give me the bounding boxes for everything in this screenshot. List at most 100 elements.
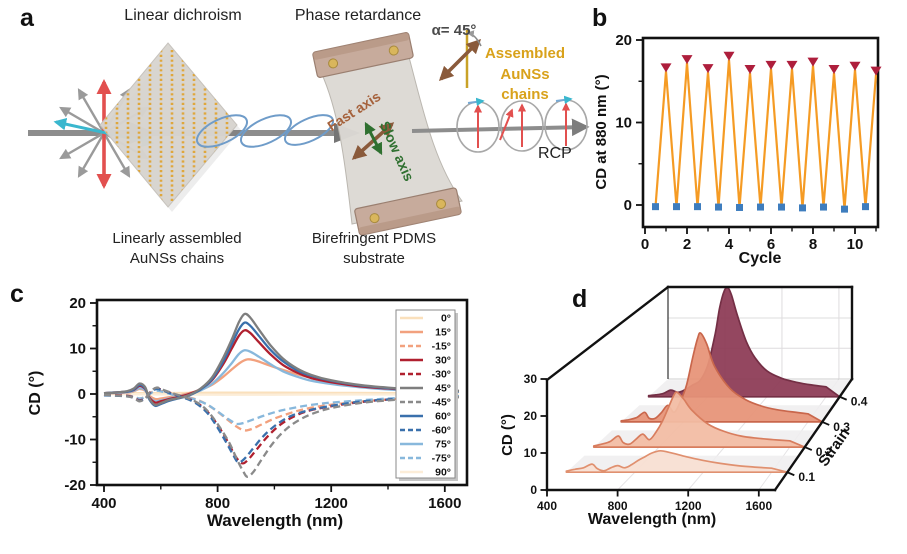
tick-label: 10 <box>615 115 632 132</box>
legend-label: 15° <box>435 327 451 339</box>
bottom-clamp <box>354 187 462 236</box>
cycle-line <box>654 59 878 210</box>
panel-c-legend: 0° 15° -15° 30° -30° 45° -45° 60° -60° 75° -75° 90° <box>395 309 458 481</box>
panel-a-diagram <box>28 30 590 236</box>
tick-label: 1600 <box>428 495 461 512</box>
released-marker <box>799 204 806 212</box>
panel-b-chart: 0 2 4 6 8 10 0 10 20 Cycle CD at 880 nm (°) <box>593 32 882 267</box>
x-axis-title: Wavelength (nm) <box>588 511 716 528</box>
ridge-strain-0.4 <box>647 286 841 398</box>
screw-icon <box>369 213 380 224</box>
y-axis-title: CD (°) <box>27 371 44 416</box>
screw-icon <box>388 45 399 56</box>
x-axis-title: Wavelength (nm) <box>207 511 343 530</box>
panel-b-plot: 0 2 4 6 8 10 0 10 20 Cycle CD at 880 nm (°) <box>593 32 882 267</box>
released-marker <box>757 203 764 211</box>
elliptical-polarization-waves <box>196 114 335 148</box>
ridge-strain-0.1 <box>565 449 789 474</box>
stretched-marker <box>828 65 840 74</box>
tick-label: 0 <box>78 386 86 403</box>
tick-label: 6 <box>767 236 775 253</box>
alpha-angle-annotation <box>438 30 482 88</box>
tick-label: 20 <box>524 409 538 423</box>
tick-label: 10 <box>847 236 864 253</box>
stretched-marker <box>807 57 819 67</box>
panel-c-chart: 400 800 1200 1600 20 10 0 -10 -20 0° 15° -15° 30° -30… <box>27 295 469 530</box>
stretched-marker <box>870 66 882 76</box>
stretched-marker <box>765 60 777 70</box>
legend-label: -45° <box>432 397 451 409</box>
tick-label: 0 <box>624 197 632 214</box>
released-marker <box>736 203 743 211</box>
tick-label: 30 <box>524 372 538 386</box>
cd-spectrum--75° <box>103 389 460 426</box>
slow-axis-arrow <box>364 121 383 156</box>
tick-label: 10 <box>524 446 538 460</box>
released-marker <box>715 203 722 211</box>
tick-label: 0.1 <box>798 470 815 484</box>
rcp-label: RCP <box>538 145 572 162</box>
legend-label: 0° <box>441 313 451 325</box>
cd-spectrum--45° <box>103 386 460 478</box>
cd-spectrum-45° <box>103 312 460 407</box>
legend-label: 30° <box>435 355 451 367</box>
tick-label: -20 <box>64 477 86 494</box>
stretched-marker <box>723 51 735 61</box>
tick-label: 20 <box>615 32 632 49</box>
stretched-marker <box>786 60 798 70</box>
legend-label: 60° <box>435 411 451 423</box>
caption-aunss-chains: Linearly assembled AuNSs chains <box>112 230 242 267</box>
tick-label: 1200 <box>675 499 702 513</box>
released-marker <box>778 203 785 211</box>
panel-label-a: a <box>20 4 34 32</box>
cd-spectrum-90° <box>103 392 460 396</box>
tick-label: 20 <box>69 295 86 312</box>
rcp-helix <box>411 95 590 153</box>
alpha-label: α= 45° <box>431 22 477 39</box>
tick-label: -10 <box>64 432 86 449</box>
stretched-marker <box>660 63 672 73</box>
released-marker <box>673 203 680 211</box>
aunss-film <box>99 42 241 212</box>
stretched-marker <box>744 65 756 74</box>
tick-label: 1200 <box>315 495 348 512</box>
phase-retardance-title: Phase retardance <box>294 7 422 24</box>
released-marker <box>652 203 659 211</box>
tick-label: 800 <box>608 499 628 513</box>
legend-label: -30° <box>432 369 451 381</box>
tick-label: 10 <box>69 341 86 358</box>
legend-label: 45° <box>435 383 451 395</box>
tick-label: 400 <box>91 495 116 512</box>
legend-label: 90° <box>435 467 451 479</box>
released-marker <box>694 203 701 211</box>
y-axis-title: CD (°) <box>499 414 516 456</box>
top-clamp <box>312 32 414 78</box>
panel-label-c: c <box>10 280 24 308</box>
screw-icon <box>436 198 447 209</box>
ridge-strain-0.2 <box>592 391 806 448</box>
panel-label-d: d <box>572 285 588 313</box>
linear-dichroism-title: Linear dichroism <box>124 7 242 24</box>
legend-label: 75° <box>435 439 451 451</box>
screw-icon <box>328 58 339 69</box>
ridge-strain-0.3 <box>620 332 824 423</box>
released-marker <box>862 203 869 211</box>
tick-label: 0.3 <box>833 420 850 434</box>
stretched-marker <box>681 55 693 65</box>
tick-label: 0.2 <box>816 445 833 459</box>
tick-label: 0 <box>530 483 537 497</box>
panel-c-plot: 400 800 1200 1600 20 10 0 -10 -20 0° 15° -15° 30° -30… <box>27 295 469 530</box>
released-marker <box>841 205 848 213</box>
pdms-substrate <box>312 32 463 236</box>
assembled-chains-label: Assembled AuNSs chains <box>484 45 566 104</box>
released-marker <box>820 203 827 211</box>
tick-label: 4 <box>725 236 734 253</box>
tick-label: 2 <box>683 236 691 253</box>
legend-label: -60° <box>432 425 451 437</box>
panel-label-b: b <box>592 4 608 32</box>
tick-label: 1600 <box>745 499 772 513</box>
tick-label: 0.4 <box>851 395 868 409</box>
y-axis-title: CD at 880 nm (°) <box>593 74 610 189</box>
